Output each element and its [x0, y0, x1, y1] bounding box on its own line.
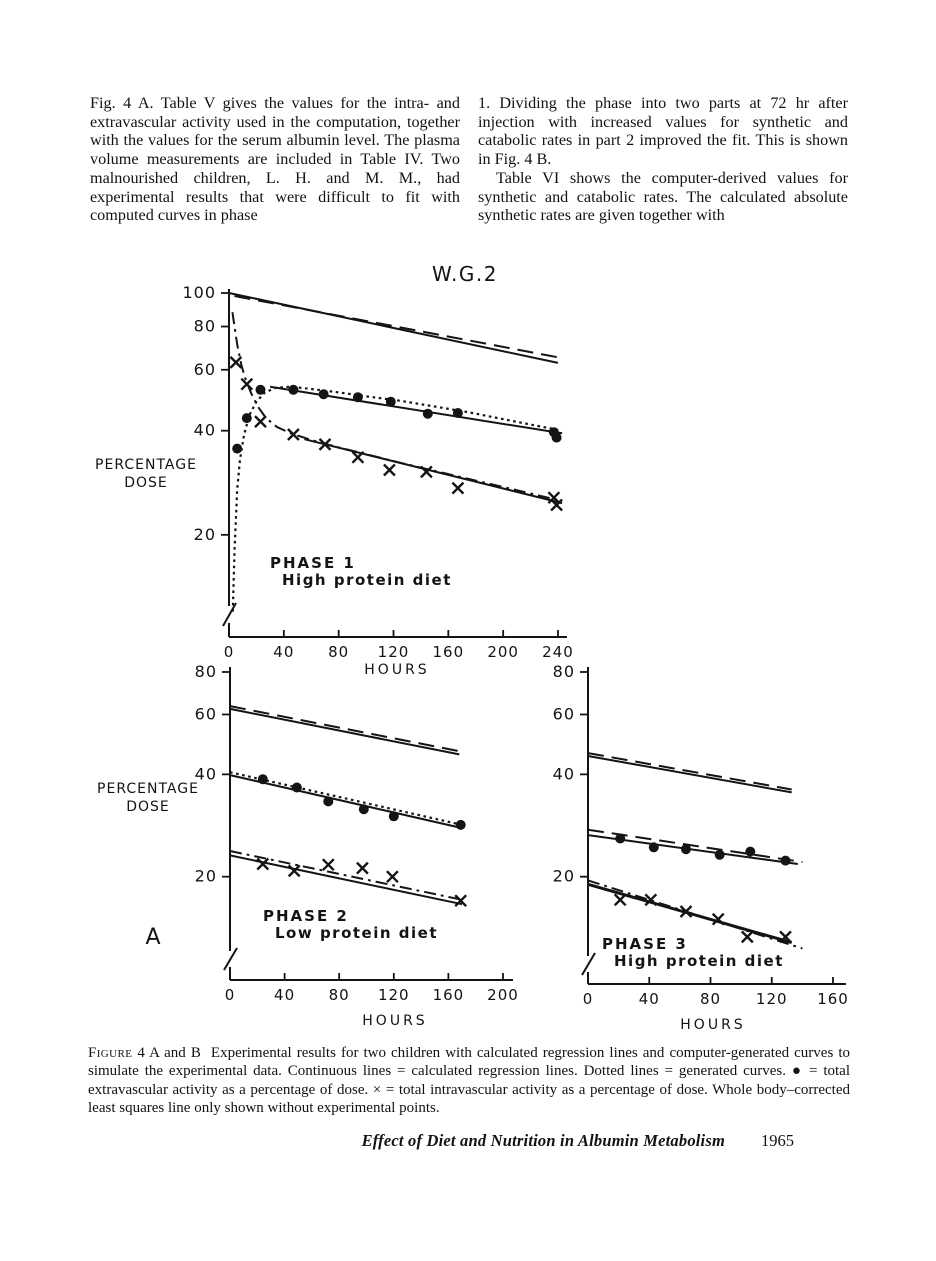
phase2-y-axis-label: DOSE — [126, 799, 170, 815]
phase3-x-tick-label: 120 — [756, 990, 788, 1008]
phase2-intravascular-generated-curve — [229, 850, 463, 901]
phase1-x-tick-label: 240 — [542, 643, 574, 661]
phase2-y-axis-break — [223, 947, 238, 971]
phase2-axes: 0 40 80 120 160 200 80 60 40 20 — [195, 662, 519, 1004]
phase1-chart: 0 40 80 120 160 200 240 100 80 60 40 20 HOURS PERCENT… — [95, 262, 574, 678]
right-column-paragraph-1: 1. Dividing the phase into two parts at … — [478, 94, 848, 169]
phase1-intravascular-regression-line — [304, 438, 563, 505]
panel-a-label: A — [145, 925, 160, 950]
phase1-extravascular-generated-curve — [231, 385, 559, 612]
phase2-extravascular-generated-curve — [229, 771, 463, 826]
phase1-y-axis-break — [222, 602, 237, 627]
phase3-x-tick-label: 160 — [817, 990, 849, 1008]
phase2-extravascular-regression-line — [229, 774, 463, 830]
phase3-y-tick-label: 80 — [553, 662, 575, 681]
phase3-x-axis-label: HOURS — [680, 1017, 745, 1033]
phase3-axes: 0 40 80 120 160 80 60 40 20 — [553, 662, 849, 1008]
page-footer: Effect of Diet and Nutrition in Albumin … — [362, 1131, 794, 1151]
phase2-whole-body-regression-line — [229, 707, 460, 756]
figure-caption-text: Experimental results for two children wi… — [88, 1045, 850, 1117]
left-column: Fig. 4 A. Table V gives the values for t… — [90, 94, 460, 225]
phase2-x-tick-label: 40 — [274, 986, 295, 1004]
phase2-x-tick-label: 120 — [378, 986, 410, 1004]
phase1-title: W.G.2 — [432, 262, 498, 286]
phase1-x-axis-label: HOURS — [364, 662, 429, 678]
phase2-y-axis-label: PERCENTAGE — [97, 781, 199, 797]
figure-caption-label-rest: 4 A and B — [132, 1045, 201, 1061]
figure-caption-label: Figure — [88, 1045, 133, 1061]
phase2-y-tick-label: 80 — [195, 662, 217, 681]
phase1-whole-body-generated-curve — [234, 295, 559, 359]
right-column: 1. Dividing the phase into two parts at … — [478, 94, 848, 225]
phase2-x-axis-label: HOURS — [362, 1013, 427, 1029]
phase3-y-axis-break — [581, 952, 596, 976]
phase3-y-tick-label: 40 — [553, 764, 575, 783]
phase2-y-tick-label: 60 — [195, 704, 217, 723]
phase3-whole-body-regression-line — [587, 755, 792, 794]
phase2-y-tick-label: 40 — [195, 764, 217, 783]
phase3-phase-label: PHASE 3 — [602, 935, 688, 953]
phase1-x-tick-label: 40 — [273, 643, 294, 661]
body-text-columns: Fig. 4 A. Table V gives the values for t… — [90, 94, 848, 225]
phase1-x-tick-label: 80 — [328, 643, 349, 661]
phase1-y-axis-label: PERCENTAGE — [95, 457, 197, 473]
phase3-whole-body-generated-curve — [587, 752, 792, 791]
phase2-intravascular-regression-line — [229, 854, 463, 906]
phase3-y-tick-label: 60 — [553, 704, 575, 723]
phase3-diet-label: High protein diet — [614, 952, 784, 970]
phase1-y-axis-label: DOSE — [124, 475, 168, 491]
phase1-intravascular-points — [229, 356, 563, 512]
phase1-y-tick-label: 20 — [194, 525, 216, 544]
phase3-y-tick-label: 20 — [553, 867, 575, 886]
phase1-y-tick-label: 100 — [182, 283, 216, 302]
phase3-intravascular-points — [613, 893, 792, 944]
phase1-diet-label: High protein diet — [282, 571, 452, 589]
phase2-intravascular-points — [256, 857, 468, 908]
phase2-x-tick-label: 0 — [225, 986, 236, 1004]
phase1-phase-label: PHASE 1 — [270, 554, 356, 572]
phase1-y-tick-label: 60 — [194, 360, 216, 379]
phase1-x-tick-label: 120 — [378, 643, 410, 661]
running-title: Effect of Diet and Nutrition in Albumin … — [361, 1131, 725, 1150]
phase2-diet-label: Low protein diet — [275, 924, 438, 942]
phase1-x-tick-label: 160 — [433, 643, 465, 661]
phase1-x-tick-label: 200 — [487, 643, 519, 661]
phase2-chart: 0 40 80 120 160 200 80 60 40 20 HOURS PERCENTAGE DOS… — [97, 662, 519, 1029]
phase2-extravascular-points — [257, 774, 466, 830]
phase3-x-tick-label: 40 — [639, 990, 660, 1008]
phase1-extravascular-regression-line — [269, 385, 563, 435]
phase1-axes: 0 40 80 120 160 200 240 100 80 60 40 20 — [182, 283, 574, 661]
figure-caption: Figure 4 A and B Experimental results fo… — [88, 1044, 850, 1118]
phase2-whole-body-generated-curve — [229, 705, 460, 753]
page-number: 1965 — [761, 1131, 794, 1150]
right-column-paragraph-2: Table VI shows the computer-derived valu… — [478, 168, 848, 225]
phase3-x-tick-label: 80 — [700, 990, 721, 1008]
phase1-whole-body-regression-line — [228, 292, 559, 364]
phase2-x-tick-label: 200 — [487, 986, 519, 1004]
phase1-y-tick-label: 80 — [194, 317, 216, 336]
phase1-intravascular-generated-curve — [231, 312, 559, 502]
phase1-x-tick-label: 0 — [224, 643, 235, 661]
phase1-y-tick-label: 40 — [194, 421, 216, 440]
phase2-x-tick-label: 160 — [433, 986, 465, 1004]
phase3-extravascular-points — [615, 833, 791, 866]
phase3-x-tick-label: 0 — [583, 990, 594, 1008]
phase2-x-tick-label: 80 — [329, 986, 350, 1004]
phase1-extravascular-points — [232, 384, 562, 454]
phase2-phase-label: PHASE 2 — [263, 907, 349, 925]
left-column-paragraph: Fig. 4 A. Table V gives the values for t… — [90, 94, 460, 225]
phase2-y-tick-label: 20 — [195, 867, 217, 886]
